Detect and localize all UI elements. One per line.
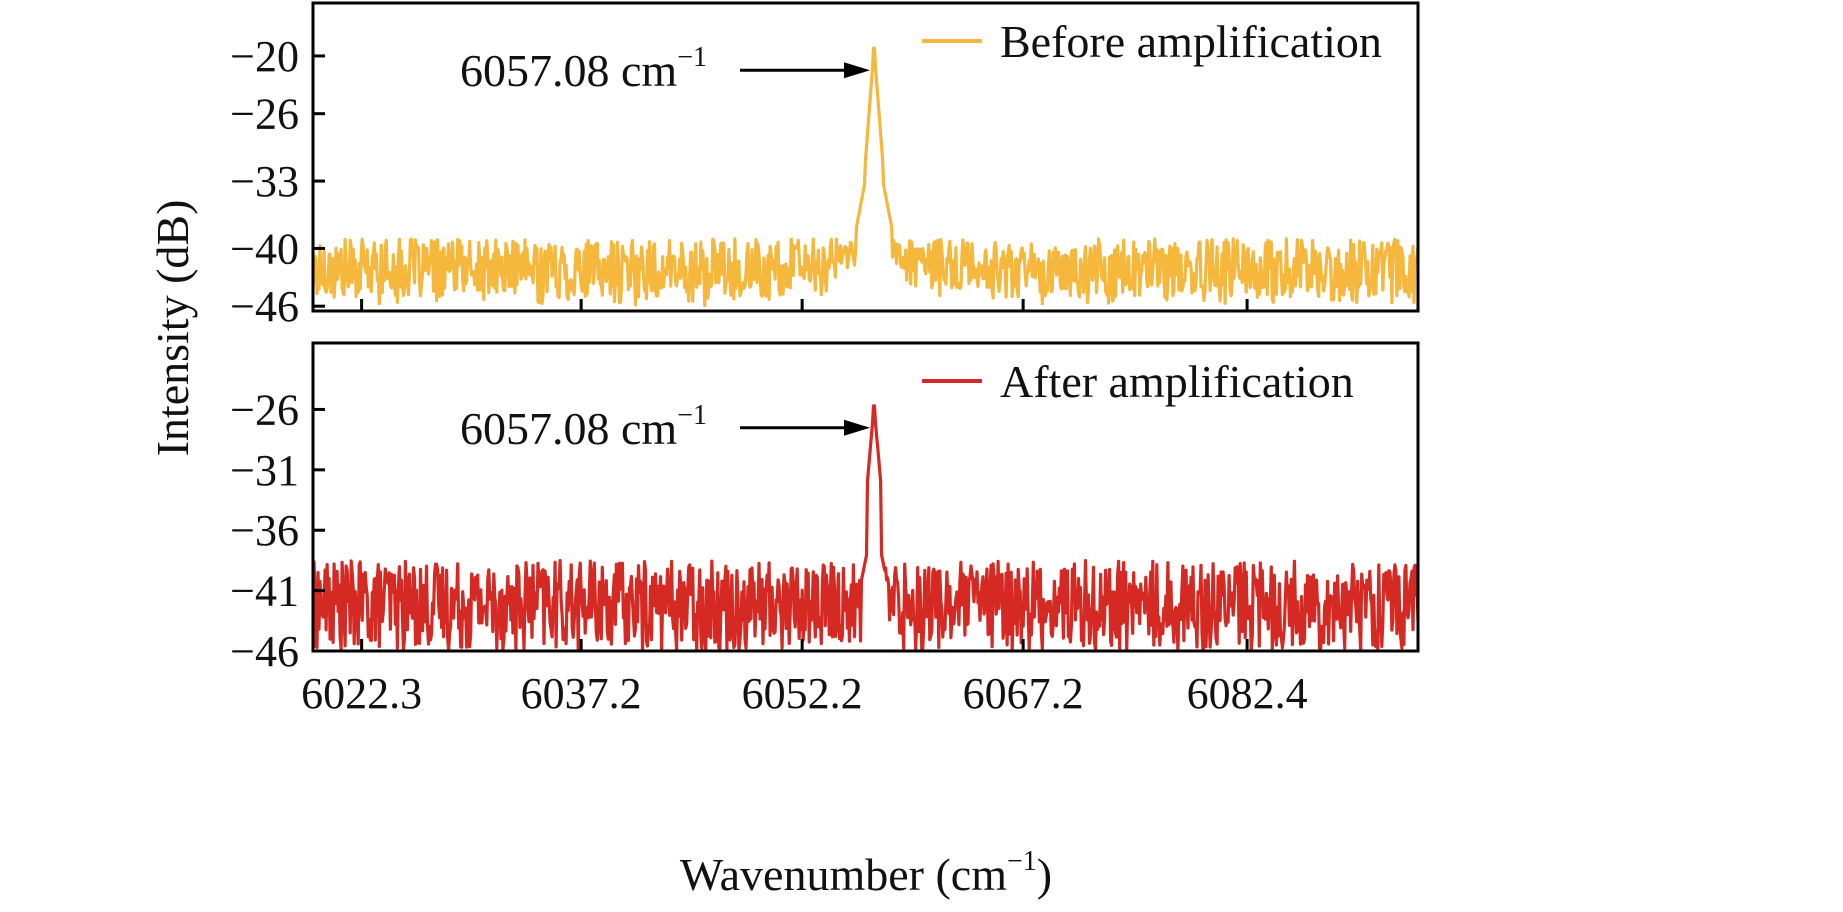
annotation-arrow-head (844, 62, 871, 79)
peak-annotation: 6057.08 cm−1 (460, 400, 707, 454)
x-axis-title-sup: −1 (1007, 846, 1037, 877)
y-tick-label: −26 (230, 385, 299, 434)
x-axis-title-close: ) (1037, 849, 1052, 900)
panel-after-amplification: −26 −31 −36 −41 −46 After amplification 6057.0… (230, 341, 1420, 676)
y-tick-label: −20 (230, 32, 299, 81)
x-tick-label: 6037.2 (521, 669, 642, 718)
peak-annotation: 6057.08 cm−1 (460, 42, 707, 96)
y-tick-label: −31 (230, 446, 299, 495)
peak-annotation-main: 6057.08 cm (460, 403, 677, 454)
x-tick-label: 6067.2 (963, 669, 1084, 718)
y-tick-label: −36 (230, 506, 299, 555)
x-tick-label: 6082.4 (1187, 669, 1308, 718)
plot-frame (311, 1, 1420, 313)
y-tick-label: −26 (230, 90, 299, 139)
y-tick-label: −46 (230, 627, 299, 676)
x-tick-labels: 6022.3 6037.2 6052.2 6067.2 6082.4 (301, 669, 1307, 718)
x-axis-title: Wavenumber (cm−1) (680, 846, 1052, 900)
plot-frame (311, 341, 1420, 653)
x-tick-label: 6052.2 (742, 669, 863, 718)
legend-label: After amplification (1000, 356, 1354, 407)
y-tick-label: −33 (230, 157, 299, 206)
y-tick-label: −46 (230, 282, 299, 331)
peak-annotation-sup: −1 (677, 400, 707, 431)
y-tick-label: −40 (230, 224, 299, 273)
peak-annotation-sup: −1 (677, 42, 707, 73)
x-tick-label: 6022.3 (301, 669, 422, 718)
series-line-before (313, 46, 1418, 308)
annotation-arrow-head (844, 419, 871, 436)
peak-annotation-main: 6057.08 cm (460, 45, 677, 96)
series-line-after (313, 404, 1418, 651)
legend-label: Before amplification (1000, 16, 1382, 67)
panel-before-amplification: −20 −26 −33 −40 −46 Before amplification 6057.… (230, 1, 1420, 331)
x-axis-title-main: Wavenumber (cm (680, 849, 1007, 900)
y-tick-label: −41 (230, 567, 299, 616)
y-axis-title: Intensity (dB) (147, 200, 198, 457)
